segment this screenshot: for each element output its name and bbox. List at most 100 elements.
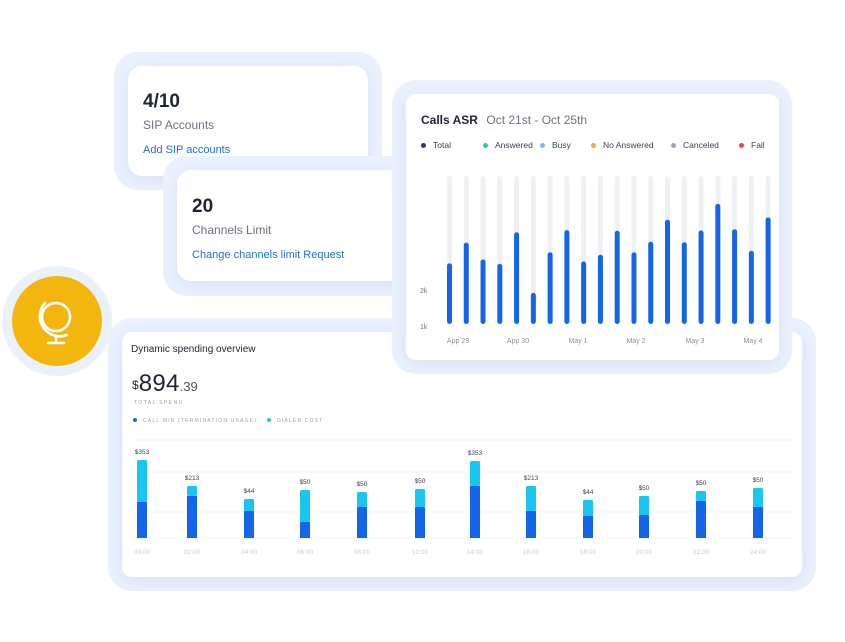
legend-item-total[interactable]: Total (421, 140, 483, 150)
asr-legend: Total Answered Busy No Answered Canceled… (421, 140, 779, 150)
bar (698, 230, 704, 324)
bar-dialer-cost (244, 499, 254, 511)
bar-call-min (244, 511, 254, 538)
bar-call-min (583, 516, 593, 538)
bar-call-min (753, 507, 763, 538)
currency-symbol: $ (132, 378, 139, 392)
legend-item-canceled[interactable]: Canceled (671, 140, 739, 150)
bar-value-label: $50 (753, 477, 764, 484)
x-tick-label: 20:00 (636, 549, 653, 556)
x-tick-label: 04:00 (241, 549, 258, 556)
bar (463, 242, 469, 324)
bar (597, 254, 603, 324)
bar-value-label: $50 (639, 485, 650, 492)
legend-dot (540, 142, 545, 148)
amount-integer: 894 (138, 370, 180, 397)
legend-label: Fail (751, 140, 765, 150)
bar-call-min (357, 507, 367, 538)
bar-dialer-cost (357, 492, 367, 507)
bar-dialer-cost (639, 496, 649, 515)
x-tick-label: May 4 (743, 338, 762, 345)
bar (681, 242, 687, 324)
bar (732, 229, 738, 324)
x-tick-label: 18:00 (580, 549, 597, 556)
bar (715, 203, 721, 324)
bar-value-label: $50 (696, 480, 707, 487)
bar-dialer-cost (187, 486, 197, 496)
bar-value-label: $213 (524, 475, 539, 482)
sip-count: 4/10 (143, 91, 180, 112)
legend-item-no-answered[interactable]: No Answered (591, 140, 671, 150)
bar-dialer-cost (300, 490, 310, 522)
bar-value-label: $44 (244, 488, 255, 495)
bar (631, 252, 637, 324)
spending-title: Dynamic spending overview (131, 344, 256, 355)
legend-dialer-cost-label: DIALER COST (277, 418, 324, 424)
legend-item-fail[interactable]: Fail (739, 140, 779, 150)
bar (514, 232, 520, 324)
globe-icon (38, 301, 72, 345)
calls-asr-card: 1k 2k App 29 App 30 May 1 May 2 May 3 May 4 Cal… (406, 94, 779, 360)
legend-label: Total (433, 140, 451, 150)
bar (581, 261, 587, 324)
bar (765, 217, 771, 324)
bar-call-min (696, 501, 706, 538)
legend-label: Busy (552, 140, 571, 150)
y-tick-label: 1k (420, 324, 428, 331)
change-channels-limit-link[interactable]: Change channels limit Request (192, 249, 345, 261)
legend-call-min: CALL MIN (TERMINATION USAGE) (133, 418, 257, 424)
bar-call-min (526, 511, 536, 538)
bar-value-label: $44 (583, 489, 594, 496)
sip-label: SIP Accounts (143, 118, 215, 132)
asr-chart: 1k 2k App 29 App 30 May 1 May 2 May 3 May 4 (420, 176, 771, 345)
bar-call-min (300, 522, 310, 538)
bar (530, 292, 536, 324)
legend-dot (133, 418, 137, 422)
x-tick-label: App 30 (507, 338, 529, 345)
add-sip-accounts-link[interactable]: Add SIP accounts (143, 144, 231, 156)
total-spend-amount: $894.39 (132, 370, 198, 398)
bar-dialer-cost (470, 461, 480, 486)
x-tick-label: 16:00 (523, 549, 540, 556)
x-tick-label: 14:00 (467, 549, 484, 556)
bar (447, 263, 452, 324)
bar-value-label: $213 (185, 475, 200, 482)
bar-call-min (187, 496, 197, 538)
amount-decimal: .39 (179, 379, 198, 394)
legend-dot (591, 142, 596, 148)
legend-call-min-label: CALL MIN (TERMINATION USAGE) (143, 418, 258, 424)
legend-item-busy[interactable]: Busy (540, 140, 591, 150)
legend-item-answered[interactable]: Answered (483, 140, 540, 150)
legend-dot (739, 142, 744, 148)
x-tick-label: App 29 (447, 338, 469, 345)
bar-dialer-cost (415, 489, 425, 507)
bar (648, 241, 654, 324)
legend-dot (671, 142, 676, 148)
bar-call-min (137, 502, 147, 538)
legend-dot (421, 142, 426, 148)
bar-value-label: $353 (135, 449, 150, 456)
x-tick-label: 00:00 (134, 549, 151, 556)
bar (480, 259, 486, 324)
x-tick-label: May 2 (626, 338, 645, 345)
x-tick-label: 02:00 (184, 549, 201, 556)
bar (564, 230, 570, 324)
bar (748, 250, 754, 324)
channels-count: 20 (192, 196, 214, 217)
asr-date-range: Oct 21st - Oct 25th (486, 113, 588, 127)
legend-label: No Answered (603, 140, 654, 150)
globe-badge (12, 276, 102, 366)
legend-label: Answered (495, 140, 533, 150)
channels-limit-card: 20 Channels Limit Change channels limit … (177, 170, 418, 281)
x-tick-label: 08:00 (354, 549, 371, 556)
bar-value-label: $50 (300, 479, 311, 486)
legend-dot (483, 142, 488, 148)
bar-dialer-cost (137, 460, 147, 502)
bar (497, 263, 503, 324)
total-spend-label: TOTAL SPEND (134, 400, 184, 406)
bar-value-label: $50 (357, 481, 368, 488)
asr-title: Calls ASR (421, 113, 478, 127)
bar-call-min (639, 515, 649, 538)
bar-value-label: $50 (415, 478, 426, 485)
x-tick-label: 12:00 (412, 549, 429, 556)
